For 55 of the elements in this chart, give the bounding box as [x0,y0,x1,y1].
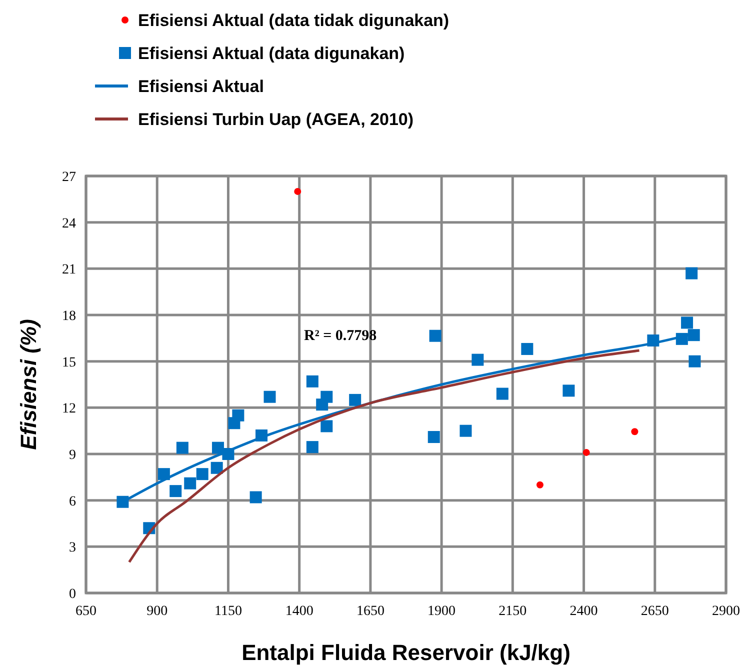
point [429,330,442,342]
point [320,420,333,432]
point [681,316,694,329]
point [496,388,508,400]
point [521,342,534,355]
x-tick-label: 2400 [570,604,598,619]
legend-label: Efisiensi Aktual [138,77,264,96]
y-tick-label: 3 [69,540,76,556]
point [428,431,440,444]
y-tick-label: 27 [62,170,76,185]
y-tick-label: 21 [62,262,76,278]
point [349,394,362,406]
point [170,485,182,498]
point [184,477,196,490]
point [536,481,544,488]
annotation: R² = 0.7798 [304,328,377,344]
y-tick-label: 12 [62,402,76,417]
x-tick-label: 2900 [712,604,740,619]
legend-label: Efisiensi Aktual (data tidak digunakan) [138,11,450,30]
point [582,448,590,456]
x-tick-label: 1900 [428,604,456,619]
x-tick-label: 2150 [498,604,527,619]
point [306,375,318,388]
point [320,390,333,403]
point [306,441,318,454]
point [264,390,276,403]
y-tick-label: 9 [69,448,76,463]
point [232,409,244,422]
point [210,462,223,474]
y-tick-label: 6 [69,494,76,510]
point [460,424,472,437]
y-tick-label: 18 [62,309,76,324]
x-tick-label: 2650 [640,604,669,619]
legend-label: Efisiensi Aktual (data digunakan) [138,44,405,63]
point [472,354,484,366]
point [562,384,575,397]
line-series [128,349,640,564]
point [631,428,638,436]
point [688,355,701,368]
x-tick-label: 1650 [356,604,384,619]
x-tick-label: 900 [146,604,168,619]
point [294,188,302,195]
point [250,491,262,504]
y-tick-label: 0 [69,587,76,602]
x-axis-title: Entalpi Fluida Reservoir (kJ/kg) [242,640,570,665]
y-tick-label: 15 [62,355,76,370]
point [196,468,208,480]
point [686,267,698,280]
y-axis-title: Efisiensi (%) [16,319,41,450]
y-tick-label: 24 [62,216,76,232]
legend-label: Efisiensi Turbin Uap (AGEA, 2010) [138,110,414,129]
x-tick-label: 1150 [214,604,242,619]
point [176,442,188,454]
x-tick-label: 650 [76,604,96,619]
x-tick-label: 1400 [285,604,314,619]
